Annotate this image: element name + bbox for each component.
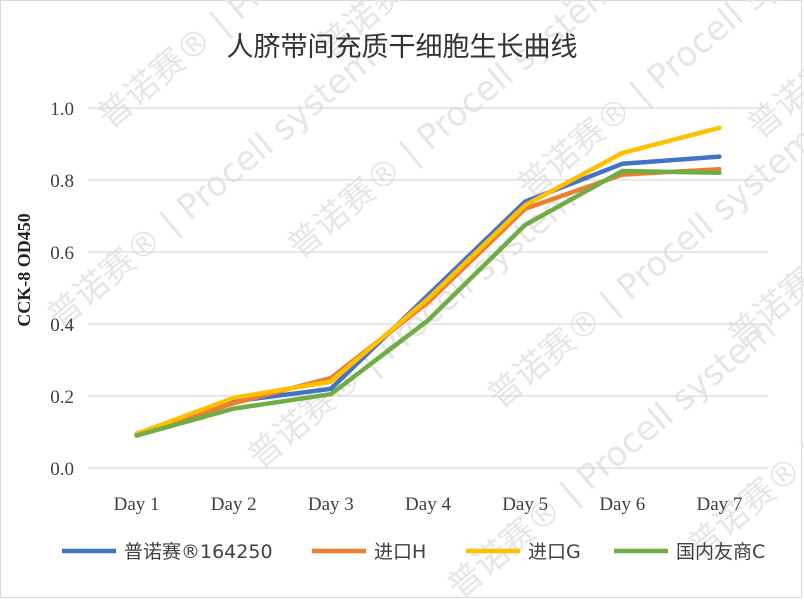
series-line [134, 125, 722, 437]
y-axis-label: CCK-8 OD450 [14, 213, 34, 327]
x-axis-ticks: Day 1 Day 2 Day 3 Day 4 Day 5 Day 6 Day 7 [114, 494, 743, 515]
legend-label: 进口G [528, 541, 581, 563]
x-tick-label: Day 7 [696, 494, 742, 515]
legend-label: 国内友商C [676, 541, 765, 563]
series-lines [134, 125, 722, 438]
gridlines [88, 107, 768, 469]
series-line [134, 166, 722, 437]
watermark-text: 普诺赛® | Procell system [240, 179, 584, 477]
y-tick-label: 0.4 [50, 315, 74, 336]
series-line [134, 168, 722, 438]
legend: 普诺赛®164250 进口H 进口G 国内友商C [62, 541, 765, 563]
y-tick-label: 0.0 [50, 459, 74, 480]
x-tick-label: Day 2 [211, 494, 257, 515]
y-tick-label: 1.0 [50, 99, 74, 120]
y-tick-label: 0.8 [50, 171, 74, 192]
chart-title: 人脐带间充质干细胞生长曲线 [227, 32, 578, 63]
y-tick-label: 0.2 [50, 387, 74, 408]
x-tick-label: Day 3 [308, 494, 354, 515]
x-tick-label: Day 6 [599, 494, 645, 515]
legend-label: 进口H [374, 541, 426, 563]
watermark-text: 普诺赛® | Procell system [40, 39, 384, 337]
y-tick-label: 0.6 [50, 243, 74, 264]
x-tick-label: Day 1 [114, 494, 160, 515]
x-tick-label: Day 5 [502, 494, 548, 515]
x-tick-label: Day 4 [405, 494, 451, 515]
legend-label: 普诺赛®164250 [124, 541, 273, 563]
y-axis-ticks: 0.0 0.2 0.4 0.6 0.8 1.0 [50, 99, 74, 480]
